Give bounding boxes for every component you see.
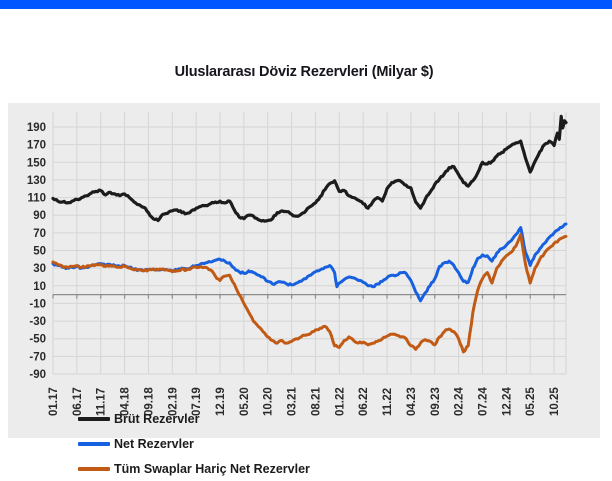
x-tick-label: 12.24: [501, 387, 513, 416]
chart-svg: 190 170 150 130 110 90 70 50 30 10 -10 -30 -50 -70 -90…: [27, 112, 568, 416]
y-tick-label: -10: [29, 298, 46, 310]
y-tick-label: 70: [33, 228, 46, 240]
y-tick-label: 110: [27, 193, 46, 205]
y-tick-label: 130: [27, 175, 46, 187]
y-tick-label: 10: [33, 281, 46, 293]
y-tick-label: 30: [33, 263, 46, 275]
x-tick-label: 04.23: [406, 387, 418, 416]
x-tick-label: 09.18: [143, 387, 155, 416]
x-tick-label: 11.17: [96, 388, 108, 416]
y-tick-label: -90: [29, 369, 46, 381]
y-tick-label: 170: [27, 140, 46, 152]
y-tick-label: -30: [29, 316, 46, 328]
legend-item-brut-rezervler: Brüt Rezervler: [78, 406, 310, 431]
axes: [52, 294, 566, 299]
x-tick-label: 01.17: [48, 387, 60, 416]
top-accent-bar: [0, 0, 612, 9]
x-tick-label: 10.20: [263, 387, 275, 416]
legend-line-sample-blue: [78, 441, 110, 446]
x-tick-label: 09.23: [430, 387, 442, 416]
chart-title: Uluslararası Döviz Rezervleri (Milyar $): [174, 64, 434, 80]
chart-panel: 190 170 150 130 110 90 70 50 30 10 -10 -30 -50 -70 -90…: [8, 103, 600, 476]
gridlines: [52, 112, 567, 375]
x-tick-label: 02.24: [454, 387, 466, 416]
legend-label: Tüm Swaplar Hariç Net Rezervler: [114, 461, 310, 476]
series-lines: [51, 114, 568, 354]
x-tick-label: 08.21: [310, 387, 322, 416]
x-tick-label: 04.18: [120, 387, 132, 416]
x-tick-label: 07.19: [191, 387, 203, 416]
x-tick-label: 01.22: [334, 387, 346, 416]
y-tick-label: -70: [29, 351, 46, 363]
series-line-brut: [51, 114, 568, 223]
legend-line-sample-orange: [78, 466, 110, 471]
x-tick-label: 02.19: [167, 387, 179, 416]
series-line-swap-haric: [51, 233, 568, 354]
series-line-net: [51, 222, 568, 303]
x-tick-label: 06.17: [72, 387, 84, 416]
legend-item-net-rezervler: Net Rezervler: [78, 431, 310, 456]
legend-item-swap-haric: Tüm Swaplar Hariç Net Rezervler: [78, 456, 310, 481]
x-tick-label: 12.19: [215, 387, 227, 416]
x-tick-label: 03.21: [287, 387, 299, 416]
y-tick-label: 190: [27, 122, 46, 134]
y-tick-label: -50: [29, 334, 46, 346]
x-tick-label: 07.24: [477, 387, 489, 416]
x-tick-label: 06.22: [358, 387, 370, 416]
legend-line-sample-black: [78, 416, 110, 421]
x-tick-label: 05.20: [239, 387, 251, 416]
x-tick-label: 11.22: [382, 388, 394, 416]
legend-label: Brüt Rezervler: [114, 411, 200, 426]
y-tick-label: 90: [33, 210, 46, 222]
x-tick-label: 10.25: [549, 387, 561, 416]
x-tick-label: 05.25: [525, 387, 537, 416]
y-tick-label: 50: [33, 245, 46, 257]
y-tick-label: 150: [27, 157, 46, 169]
legend-label: Net Rezervler: [114, 436, 194, 451]
axis-labels: 190 170 150 130 110 90 70 50 30 10 -10 -30 -50 -70 -90…: [27, 122, 561, 416]
